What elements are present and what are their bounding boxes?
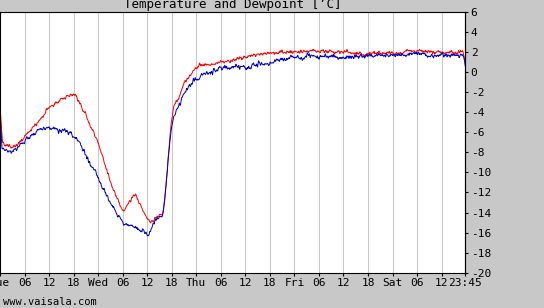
Text: www.vaisala.com: www.vaisala.com [3,297,96,307]
Title: Temperature and Dewpoint [’C]: Temperature and Dewpoint [’C] [124,0,341,11]
